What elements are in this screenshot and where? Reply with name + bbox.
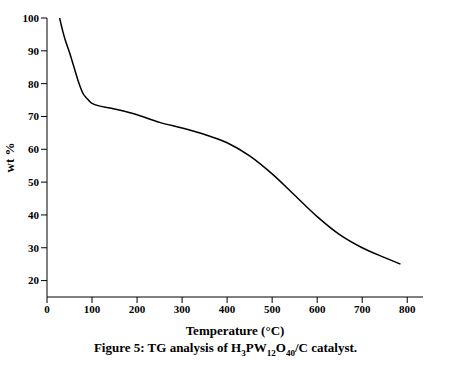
svg-text:800: 800 xyxy=(399,303,416,315)
svg-text:500: 500 xyxy=(264,303,281,315)
svg-text:Temperature (°C): Temperature (°C) xyxy=(186,323,285,338)
svg-text:60: 60 xyxy=(28,143,40,155)
svg-text:100: 100 xyxy=(84,303,101,315)
svg-text:700: 700 xyxy=(354,303,371,315)
svg-text:80: 80 xyxy=(28,78,40,90)
html-text:Figure 5: TG analysis of H3PW1: Figure 5: TG analysis of H3PW12O40/C cat… xyxy=(93,340,358,358)
svg-text:70: 70 xyxy=(28,110,40,122)
svg-text:40: 40 xyxy=(28,209,40,221)
svg-text:300: 300 xyxy=(174,303,191,315)
svg-text:0: 0 xyxy=(44,303,50,315)
svg-text:400: 400 xyxy=(219,303,236,315)
svg-text:90: 90 xyxy=(28,45,40,57)
svg-text:200: 200 xyxy=(129,303,146,315)
svg-text:30: 30 xyxy=(28,242,40,254)
svg-text:20: 20 xyxy=(28,274,40,286)
svg-text:wt %: wt % xyxy=(8,143,17,173)
svg-text:50: 50 xyxy=(28,176,40,188)
svg-text:100: 100 xyxy=(23,12,40,24)
svg-text:600: 600 xyxy=(309,303,326,315)
